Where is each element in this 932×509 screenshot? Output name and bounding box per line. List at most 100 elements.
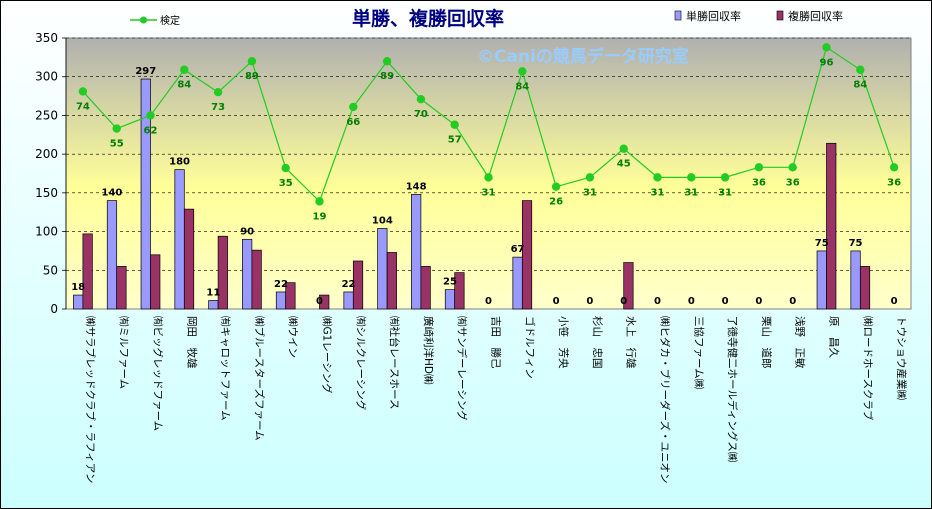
bar-fukusho [352, 260, 364, 310]
line-marker [112, 124, 121, 133]
bar-tansho [377, 228, 388, 310]
bar-fukusho [319, 294, 330, 310]
bar-tansho [343, 291, 354, 310]
line-value-label: 84 [177, 80, 191, 91]
line-marker [213, 88, 223, 97]
x-tick-label: ゴドルフィン [523, 316, 536, 379]
line-value-label: 89 [245, 71, 259, 82]
line-marker [687, 173, 696, 182]
bar-fukusho [454, 272, 465, 310]
x-tick-label: ㈱G1レーシング [321, 316, 334, 394]
bar-value-label: 22 [342, 279, 356, 290]
x-tick-label: ㈱ブルースターズファーム [253, 316, 266, 441]
bar-fukusho [251, 249, 262, 310]
bar-fukusho [386, 252, 397, 310]
legend: 検定 単勝回収率 複勝回収率 [130, 9, 843, 27]
legend-label-tansho: 単勝回収率 [686, 9, 741, 23]
line-marker [146, 111, 155, 120]
bar-value-label: 140 [102, 188, 123, 199]
x-tick-label: ㈱ロードホースクラブ [861, 316, 874, 421]
y-tick-label: 50 [43, 263, 58, 277]
bar-fukusho [859, 266, 871, 310]
bar-value-label: 0 [688, 296, 695, 307]
x-tick-label: ㈱サラブレッドクラブ・ラフィアン [84, 316, 97, 483]
line-value-label: 55 [110, 139, 124, 150]
bar-value-label: 11 [206, 287, 220, 298]
x-tick-label: 原 昌久 [828, 316, 840, 358]
line-value-label: 96 [820, 57, 834, 68]
line-value-label: 31 [583, 187, 597, 198]
bar-fukusho [623, 262, 634, 310]
bar-tansho [444, 289, 456, 310]
bar-value-label: 104 [372, 215, 393, 226]
line-marker [78, 87, 88, 96]
x-tick-label: 三協ファーム㈱ [692, 316, 705, 390]
bar-tansho [140, 78, 151, 310]
bar-value-label: 18 [71, 282, 85, 293]
line-value-label: 36 [887, 177, 901, 188]
bar-tansho [512, 256, 523, 310]
line-value-label: 66 [346, 117, 360, 128]
line-marker [788, 163, 797, 172]
bar-value-label: 297 [135, 66, 156, 77]
y-tick-label: 150 [35, 186, 58, 200]
x-tick-label: 吉田 勝己 [490, 316, 503, 369]
line-marker [619, 144, 628, 153]
bar-value-label: 75 [849, 238, 863, 249]
y-tick-label: 300 [35, 70, 58, 84]
bar-fukusho [826, 142, 837, 310]
line-marker [315, 197, 324, 206]
line-value-label: 57 [448, 135, 462, 146]
bar-value-label: 0 [485, 296, 492, 307]
bar-value-label: 22 [274, 279, 288, 290]
line-value-label: 26 [549, 197, 563, 208]
y-tick-label: 200 [35, 147, 58, 161]
bar-tansho [242, 238, 253, 310]
bar-tansho [106, 200, 118, 310]
watermark-text: ©Caniの競馬データ研究室 [477, 46, 689, 67]
y-axis: 0 50 100 150 200 250 300 350 [35, 31, 67, 316]
y-tick-label: 250 [35, 108, 58, 122]
line-value-label: 36 [786, 177, 800, 188]
bar-value-label: 0 [316, 296, 323, 307]
line-marker [484, 173, 493, 182]
x-tick-label: ㈲キャロットファーム [219, 316, 231, 421]
line-value-label: 31 [651, 187, 665, 198]
line-value-label: 84 [853, 80, 867, 91]
x-tick-label: ㈱ウイン [287, 316, 299, 358]
legend-label-line: 検定 [160, 14, 180, 27]
line-marker [754, 163, 764, 172]
bar-value-label: 0 [891, 296, 898, 307]
line-marker [856, 65, 865, 74]
bar-value-label: 75 [815, 238, 829, 249]
x-tick-label: 栗山 道郎 [760, 316, 773, 369]
y-tick-label: 0 [50, 302, 58, 316]
legend-swatch-fukusho [776, 10, 784, 21]
bar-value-label: 0 [553, 296, 560, 307]
line-value-label: 70 [414, 109, 428, 120]
line-marker [720, 173, 730, 182]
line-value-label: 35 [279, 178, 293, 189]
bar-value-label: 67 [511, 244, 525, 255]
x-tick-label: 小笹 芳央 [557, 316, 570, 369]
bar-fukusho [420, 266, 431, 310]
bar-value-label: 148 [406, 181, 427, 192]
x-tick-label: 水上 行雄 [625, 316, 638, 369]
bar-value-label: 0 [755, 296, 762, 307]
line-marker [653, 173, 662, 182]
bar-fukusho [150, 254, 161, 310]
line-marker [281, 163, 290, 173]
bar-fukusho [116, 266, 127, 310]
chart-title: 単勝、複勝回収率 [352, 7, 504, 30]
bar-value-label: 0 [586, 296, 593, 307]
line-marker [349, 102, 358, 112]
bar-fukusho [521, 200, 533, 310]
line-marker [382, 57, 392, 66]
x-tick-label: トウショウ産業㈱ [895, 316, 908, 400]
line-value-label: 73 [211, 102, 225, 113]
line-value-label: 84 [515, 81, 529, 92]
x-tick-label: ㈲ビッグレッドファーム [152, 316, 165, 431]
y-tick-label: 100 [35, 225, 58, 239]
bar-value-label: 0 [789, 296, 796, 307]
